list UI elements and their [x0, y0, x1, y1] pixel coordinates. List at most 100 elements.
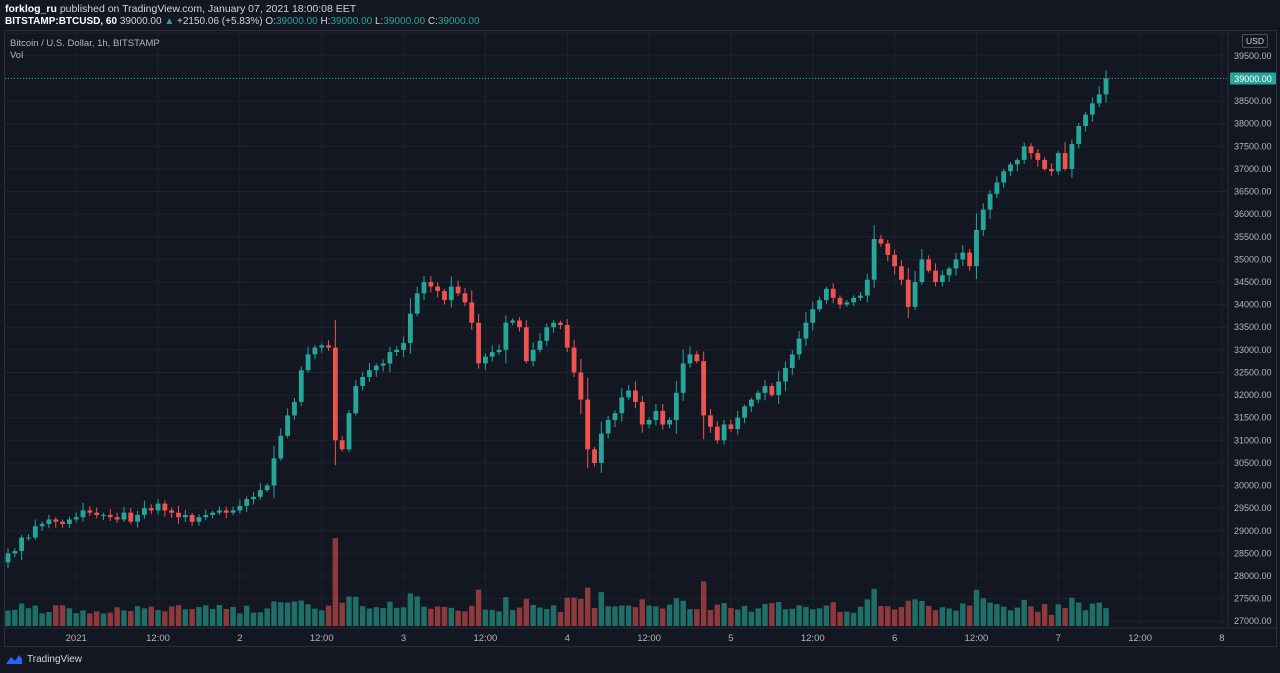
- candle-body: [673, 392, 679, 420]
- volume-bar: [1076, 602, 1082, 626]
- volume-bar: [237, 613, 243, 626]
- candle-body: [271, 458, 277, 486]
- volume-bar: [291, 601, 298, 626]
- candle-body: [332, 347, 338, 441]
- volume-bar: [380, 608, 386, 626]
- candle-body: [1103, 78, 1109, 95]
- volume-bar: [359, 606, 366, 626]
- volume-bar: [516, 607, 523, 626]
- volume-bar: [462, 611, 468, 626]
- volume-bar: [128, 611, 134, 626]
- published-text: published on TradingView.com, January 07…: [59, 3, 357, 15]
- chart-frame[interactable]: [4, 30, 1277, 647]
- volume-bar: [394, 607, 400, 626]
- volume-bar: [550, 605, 557, 626]
- candle-body: [244, 499, 250, 506]
- y-tick-label: 29500.00: [1234, 503, 1272, 513]
- y-tick-label: 37000.00: [1234, 164, 1272, 174]
- candle-body: [837, 297, 843, 305]
- candle-body: [544, 327, 550, 341]
- candle-body: [26, 537, 31, 539]
- currency-badge[interactable]: USD: [1242, 34, 1268, 48]
- candle-body: [721, 424, 727, 441]
- volume-bar: [939, 607, 946, 626]
- volume-bar: [700, 581, 707, 626]
- candle-body: [5, 553, 11, 563]
- y-tick-label: 36000.00: [1234, 209, 1272, 219]
- candle-body: [735, 417, 741, 429]
- volume-bar: [339, 602, 345, 626]
- candle-body: [1076, 125, 1082, 145]
- volume-bar: [591, 608, 598, 626]
- up-arrow-icon: ▲: [164, 16, 175, 27]
- y-tick-label: 34000.00: [1234, 300, 1272, 310]
- volume-bar: [1089, 603, 1096, 626]
- volume-bar: [475, 589, 482, 626]
- footer: [0, 648, 1280, 673]
- candle-body: [864, 279, 870, 296]
- volume-bar: [844, 611, 850, 626]
- candle-body: [142, 508, 147, 515]
- volume-bar: [5, 610, 11, 626]
- volume-bar: [175, 605, 182, 626]
- volume-bar: [407, 593, 414, 626]
- volume-bar: [244, 605, 250, 626]
- candle-body: [994, 182, 1000, 194]
- volume-bar: [121, 610, 127, 626]
- candle-body: [728, 424, 734, 429]
- volume-bar: [966, 605, 973, 626]
- y-tick-label: 35500.00: [1234, 232, 1272, 242]
- candle-body: [585, 399, 591, 450]
- volume-bar: [735, 609, 741, 626]
- volume-bar: [912, 599, 918, 626]
- open-value: 39000.00: [275, 16, 318, 27]
- candle-body: [114, 517, 120, 520]
- y-tick-label: 38500.00: [1234, 96, 1272, 106]
- volume-bar: [1096, 602, 1102, 626]
- close-label: C:: [427, 16, 438, 27]
- publisher-name[interactable]: forklog_ru: [5, 3, 57, 15]
- volume-bar: [571, 597, 577, 626]
- volume-bar: [741, 605, 748, 626]
- candle-body: [1062, 153, 1068, 169]
- legend-volume: Vol: [10, 50, 24, 61]
- chart-header: forklog_ru published on TradingView.com,…: [0, 0, 1280, 30]
- candle-body: [639, 401, 645, 425]
- candle-body: [428, 282, 434, 287]
- volume-bar: [428, 608, 434, 626]
- candle-body: [667, 419, 672, 425]
- candle-body: [285, 415, 291, 436]
- candle-body: [824, 288, 829, 301]
- volume-bar: [775, 601, 782, 626]
- volume-bar: [332, 538, 339, 626]
- volume-bar: [414, 596, 420, 626]
- volume-bar: [250, 612, 257, 626]
- candle-body: [442, 291, 447, 301]
- volume-bar: [748, 611, 755, 626]
- volume-bar: [803, 606, 809, 626]
- candle-body: [203, 514, 209, 518]
- candle-body: [694, 354, 700, 362]
- volume-bar: [155, 610, 161, 626]
- x-tick-label: 6: [892, 633, 897, 644]
- candle-body: [121, 512, 127, 520]
- candle-body: [878, 239, 884, 244]
- tradingview-logo[interactable]: TradingView: [5, 654, 82, 665]
- volume-bar: [230, 606, 236, 626]
- volume-bar: [373, 607, 379, 626]
- y-tick-label: 35000.00: [1234, 254, 1272, 264]
- volume-bar: [680, 600, 686, 626]
- volume-bar: [646, 605, 652, 626]
- volume-bar: [632, 607, 639, 626]
- volume-bar: [12, 609, 18, 626]
- volume-bar: [496, 611, 502, 626]
- volume-bar: [503, 597, 509, 626]
- candle-body: [517, 320, 522, 328]
- x-tick-label: 4: [565, 633, 570, 644]
- candle-body: [264, 485, 270, 491]
- x-tick-label: 12:00: [1128, 633, 1152, 644]
- volume-bar: [1028, 606, 1034, 626]
- volume-bar: [878, 605, 884, 626]
- y-tick-label: 32500.00: [1234, 367, 1272, 377]
